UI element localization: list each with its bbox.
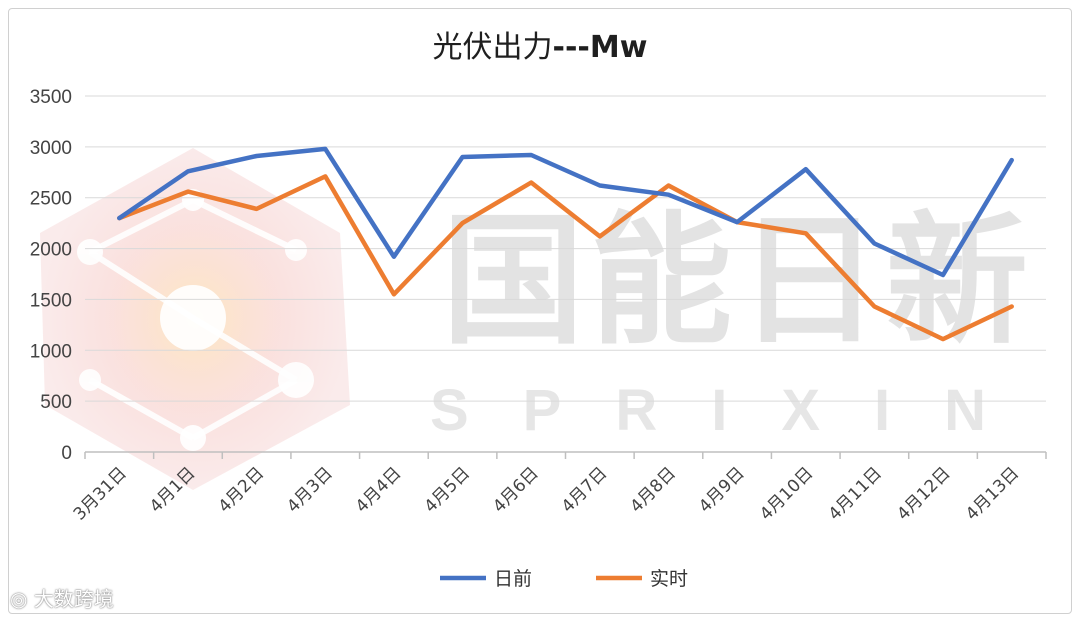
corner-badge: ◎ 大数跨境 — [10, 583, 114, 612]
y-tick-label: 2000 — [30, 240, 72, 261]
x-tick-label: 4月13日 — [962, 463, 1023, 524]
y-tick-labels: 0 500 1000 1500 2000 2500 3000 3500 — [30, 87, 72, 464]
series-lines — [117, 146, 1014, 342]
chart-title-main: 光伏出力 — [432, 30, 553, 65]
x-tick-label: 4月7日 — [558, 463, 611, 516]
y-tick-label: 1000 — [30, 341, 72, 362]
y-tick-label: 500 — [40, 392, 72, 413]
x-tick-label: 4月4日 — [352, 463, 405, 516]
x-tick-label: 4月11日 — [825, 463, 886, 524]
corner-badge-text: 大数跨境 — [33, 587, 114, 611]
y-tick-label: 2500 — [30, 189, 72, 210]
y-tick-label: 3500 — [30, 87, 72, 108]
x-tick-label: 4月9日 — [695, 463, 748, 516]
x-tick-label: 4月6日 — [489, 463, 542, 516]
legend: 日前 实时 — [440, 568, 688, 590]
x-tick-label: 4月5日 — [421, 463, 474, 516]
x-tick-label: 4月12日 — [893, 463, 954, 524]
x-tick-label: 4月10日 — [756, 463, 817, 524]
chart-title: 光伏出力---Mw — [0, 22, 1080, 66]
watermark-logo — [40, 148, 350, 490]
wechat-icon: ◎ — [10, 587, 34, 611]
x-tick-label: 4月3日 — [283, 463, 336, 516]
svg-text:SPRIXIN: SPRIXIN — [430, 378, 1040, 443]
x-tick-label: 3月31日 — [70, 463, 131, 524]
x-tick-label: 4月8日 — [627, 463, 680, 516]
y-tick-label: 1500 — [30, 290, 72, 311]
watermark-text: 国能日新 SPRIXIN — [430, 202, 1040, 443]
legend-label: 实时 — [650, 568, 688, 590]
chart-title-unit: ---Mw — [552, 30, 648, 65]
y-tick-label: 0 — [61, 443, 72, 464]
y-tick-label: 3000 — [30, 138, 72, 159]
series-line-实时 — [117, 174, 1014, 342]
series-line-日前 — [117, 146, 1014, 278]
x-axis — [84, 451, 1047, 459]
legend-label: 日前 — [494, 568, 532, 590]
